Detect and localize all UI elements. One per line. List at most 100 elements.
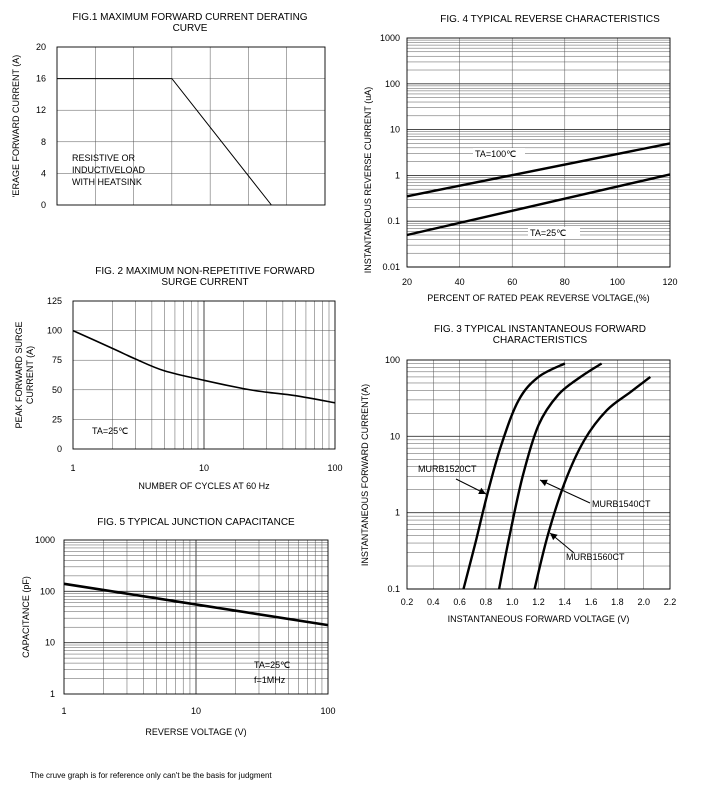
fig4-xtick-label: 20: [402, 277, 412, 287]
fig3-series-label: MURB1560CT: [566, 552, 625, 562]
fig3-xtick-label: 2.0: [637, 597, 650, 607]
fig2-xlabel: NUMBER OF CYCLES AT 60 Hz: [138, 481, 270, 491]
fig5-xlabel: REVERSE VOLTAGE (V): [145, 727, 246, 737]
fig2-xtick-label: 100: [327, 463, 342, 473]
fig1-grid: [57, 47, 325, 205]
fig4-ylabel: INSTANTANEOUS REVERSE CURRENT (uA): [363, 87, 373, 274]
fig4-xtick-label: 120: [662, 277, 677, 287]
fig4-series-0: [406, 142, 671, 198]
fig3-xtick-label: 1.2: [532, 597, 545, 607]
fig5-ytick-label: 100: [40, 586, 55, 596]
fig1-plot-frame: [56, 46, 326, 206]
footnote: The cruve graph is for reference only ca…: [30, 771, 272, 780]
fig3-ytick-label: 1: [395, 508, 400, 518]
fig3-grid: [407, 360, 670, 590]
fig2-ylabel: PEAK FORWARD SURGE: [14, 321, 24, 428]
fig2-title-line: FIG. 2 MAXIMUM NON-REPETITIVE FORWARD: [95, 266, 314, 277]
fig2-ytick-label: 25: [52, 414, 62, 424]
fig3-xtick-label: 0.4: [427, 597, 440, 607]
fig1-ytick-label: 20: [36, 42, 46, 52]
fig2-plot-frame: [72, 300, 336, 450]
fig2-series-0: [72, 329, 336, 404]
fig3-leader-arrowhead: [478, 487, 486, 494]
fig3-xtick-label: 1.8: [611, 597, 624, 607]
fig3-title-line: FIG. 3 TYPICAL INSTANTANEOUS FORWARD: [434, 324, 646, 335]
fig3-ytick-label: 10: [390, 431, 400, 441]
fig4-ytick-label: 1: [395, 170, 400, 180]
fig2-annotation: TA=25℃: [92, 426, 128, 436]
fig5-title-line: FIG. 5 TYPICAL JUNCTION CAPACITANCE: [97, 517, 295, 528]
fig5-xtick-label: 1: [61, 706, 66, 716]
fig4-plot-frame: [406, 37, 671, 268]
fig3-series-2: [533, 375, 652, 590]
fig3-ytick-label: 0.1: [387, 584, 400, 594]
fig5-xtick-label: 100: [320, 706, 335, 716]
fig3-xtick-label: 1.0: [506, 597, 519, 607]
fig3-xtick-label: 1.4: [559, 597, 572, 607]
fig1-ytick-label: 12: [36, 105, 46, 115]
fig2-ytick-label: 0: [57, 444, 62, 454]
fig4-ytick-label: 0.01: [382, 262, 400, 272]
fig1-chart: 0 4 8 12 16 20 FIG.1 MAXIMUM FORWARD CURRENT D…: [11, 12, 326, 210]
fig4-series-label-bg: [473, 148, 525, 160]
fig3-xtick-label: 2.2: [664, 597, 677, 607]
fig2-title-line: SURGE CURRENT: [161, 277, 248, 288]
fig3-series-1: [497, 362, 603, 590]
fig2-xtick-label: 1: [70, 463, 75, 473]
fig4-title-line: FIG. 4 TYPICAL REVERSE CHARACTERISTICS: [440, 14, 660, 25]
fig4-xtick-label: 40: [455, 277, 465, 287]
fig1-annotation: WITH HEATSINK: [72, 177, 142, 187]
fig4-xtick-label: 80: [560, 277, 570, 287]
fig1-ytick-label: 0: [41, 200, 46, 210]
fig1-ytick-label: 4: [41, 168, 46, 178]
fig4-ytick-label: 10: [390, 125, 400, 135]
fig2-ytick-label: 50: [52, 385, 62, 395]
fig5-grid: [64, 540, 328, 694]
fig4-ytick-label: 100: [385, 79, 400, 89]
fig3-xtick-label: 0.2: [401, 597, 414, 607]
fig5-ytick-label: 1000: [35, 535, 55, 545]
fig3-ylabel: INSTANTANEOUS FORWARD CURRENT(A): [360, 384, 370, 566]
fig5-series-0: [63, 582, 329, 627]
fig4-chart: 0.01 0.1 1 10 100 1000 20 40 60 80 100 120 FIG. 4 TY…: [363, 14, 678, 303]
fig1-ytick-label: 16: [36, 74, 46, 84]
fig2-chart: 0 25 50 75 100 125 1 10 100 FIG. 2 MAXIMUM NON-RE…: [14, 266, 343, 491]
fig4-ytick-label: 0.1: [387, 216, 400, 226]
fig1-title-line: FIG.1 MAXIMUM FORWARD CURRENT DERATING: [72, 12, 307, 23]
fig3-leader-line: [539, 479, 591, 504]
fig5-annotation: f=1MHz: [254, 675, 286, 685]
fig3-xtick-label: 0.6: [453, 597, 466, 607]
fig1-title-line: CURVE: [173, 23, 208, 34]
fig1-ylabel: 'ERAGE FORWARD CURRENT (A): [11, 55, 21, 198]
fig5-xtick-label: 10: [191, 706, 201, 716]
fig5-ytick-label: 10: [45, 638, 55, 648]
fig2-xtick-label: 10: [199, 463, 209, 473]
fig3-leader-arrowhead: [540, 479, 548, 487]
fig5-plot-frame: [63, 539, 329, 695]
fig3-xtick-label: 0.8: [480, 597, 493, 607]
fig3-title-line: CHARACTERISTICS: [493, 335, 588, 346]
fig1-annotation: INDUCTIVELOAD: [72, 165, 146, 175]
fig3-xlabel: INSTANTANEOUS FORWARD VOLTAGE (V): [448, 614, 630, 624]
fig3-series-0: [462, 362, 566, 590]
fig5-ytick-label: 1: [50, 689, 55, 699]
fig3-series-label: MURB1540CT: [592, 499, 651, 509]
fig5-annotation: TA=25℃: [254, 660, 290, 670]
fig2-ytick-label: 100: [47, 326, 62, 336]
fig1-series-0: [57, 78, 272, 206]
fig4-xlabel: PERCENT OF RATED PEAK REVERSE VOLTAGE,(%…: [427, 293, 649, 303]
fig2-grid: [73, 301, 335, 449]
fig4-series-label: TA=25℃: [530, 228, 566, 238]
fig4-xtick-label: 100: [610, 277, 625, 287]
fig4-xtick-label: 60: [507, 277, 517, 287]
fig3-ytick-label: 100: [385, 355, 400, 365]
fig3-series-label: MURB1520CT: [418, 464, 477, 474]
fig2-ytick-label: 75: [52, 355, 62, 365]
fig2-ylabel: CURRENT (A): [25, 346, 35, 404]
fig4-grid: [407, 38, 670, 268]
fig4-series-1: [406, 173, 671, 237]
fig2-ytick-label: 125: [47, 296, 62, 306]
fig3-leader-arrowhead: [550, 533, 558, 541]
fig5-ylabel: CAPACITANCE (pF): [21, 576, 31, 658]
